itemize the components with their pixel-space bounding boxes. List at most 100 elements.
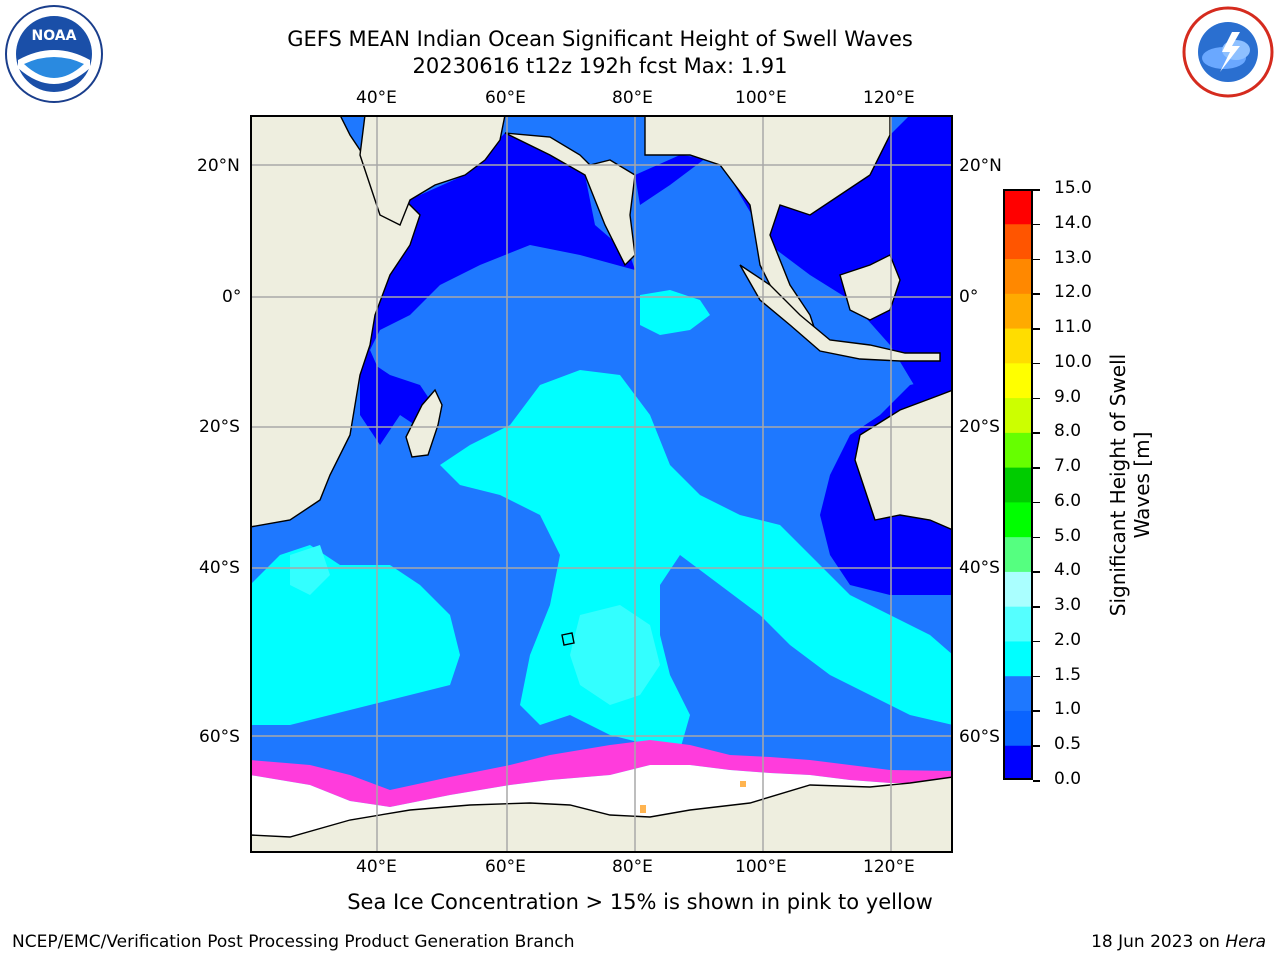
colorbar-tick-mark [1033, 640, 1040, 643]
swell-band-central [440, 370, 953, 750]
ice-speck [740, 781, 746, 787]
colorbar-tick-mark [1033, 780, 1040, 782]
sea-ice-note: Sea Ice Concentration > 15% is shown in … [347, 890, 933, 914]
colorbar-tick-label: 5.0 [1054, 525, 1082, 546]
lon-label-bottom-100E: 100°E [735, 857, 787, 877]
lon-label-top-80E: 80°E [612, 88, 653, 108]
colorbar-segment [1003, 606, 1033, 642]
footer-credit: NCEP/EMC/Verification Post Processing Pr… [12, 932, 575, 952]
colorbar-tick-mark [1033, 258, 1040, 261]
lon-label-bottom-80E: 80°E [612, 857, 653, 877]
lat-label-left-40S: 40°S [199, 558, 240, 578]
colorbar-segment [1003, 432, 1033, 468]
colorbar-segment [1003, 640, 1033, 677]
colorbar-tick-mark [1033, 467, 1040, 469]
colorbar-segment [1003, 571, 1033, 607]
lat-label-right-0: 0° [959, 287, 979, 307]
land-india [504, 132, 636, 267]
colorbar-tick-mark [1033, 675, 1040, 678]
lat-label-right-20N: 20°N [959, 156, 1002, 176]
lon-label-top-60E: 60°E [485, 88, 526, 108]
lat-label-right-20S: 20°S [959, 417, 1000, 437]
lat-label-left-20S: 20°S [199, 417, 240, 437]
colorbar-segment [1003, 258, 1033, 294]
footer-machine: Hera [1225, 932, 1266, 952]
lon-label-top-100E: 100°E [735, 88, 787, 108]
colorbar-tick-mark [1033, 606, 1040, 608]
colorbar-tick-label: 13.0 [1054, 247, 1092, 268]
colorbar-tick-mark [1033, 362, 1040, 365]
swell-peak-southwest [290, 545, 330, 595]
lon-label-top-40E: 40°E [356, 88, 397, 108]
colorbar-segment [1003, 293, 1033, 329]
lat-label-left-60S: 60°S [199, 727, 240, 747]
colorbar-tick-label: 7.0 [1054, 456, 1082, 477]
colorbar-tick-mark [1033, 397, 1040, 400]
footer-date-text: 18 Jun 2023 on [1091, 932, 1226, 952]
noaa-logo-text: NOAA [32, 28, 77, 44]
land-sumatra-java [739, 264, 941, 362]
colorbar-tick-mark [1033, 328, 1040, 330]
colorbar-tick-mark [1033, 536, 1040, 539]
swell-peak-south [570, 605, 660, 705]
colorbar-tick-label: 14.0 [1054, 212, 1092, 233]
lat-label-left-0: 0° [222, 287, 242, 307]
chart-title: GEFS MEAN Indian Ocean Significant Heigh… [287, 27, 913, 51]
lon-label-bottom-120E: 120°E [863, 857, 915, 877]
noaa-logo: NOAA [5, 5, 103, 103]
nws-logo [1182, 6, 1274, 98]
land-madagascar [405, 388, 443, 458]
colorbar-segment [1003, 328, 1033, 364]
colorbar-tick-label: 6.0 [1054, 490, 1082, 511]
land-southeast-asia [644, 115, 891, 347]
colorbar-tick-mark [1033, 293, 1040, 295]
lon-label-bottom-60E: 60°E [485, 857, 526, 877]
lat-label-left-20N: 20°N [197, 156, 240, 176]
land-borneo [839, 254, 901, 321]
lon-label-bottom-40E: 40°E [356, 857, 397, 877]
swell-height-map [250, 115, 953, 853]
colorbar-segment [1003, 189, 1033, 225]
footer-date: 18 Jun 2023 on Hera [1091, 932, 1266, 952]
land-kerguelen [561, 632, 575, 646]
colorbar-tick-mark [1033, 745, 1040, 747]
graticule [250, 115, 953, 853]
colorbar [1003, 189, 1033, 780]
low-swell-arabian-sea [360, 133, 635, 435]
colorbar-title: Significant Height of Swell Waves [m] [1106, 353, 1154, 617]
colorbar-tick-mark [1033, 189, 1040, 191]
land-arabia [359, 115, 506, 226]
colorbar-tick-label: 10.0 [1054, 351, 1092, 372]
colorbar-tick-label: 2.0 [1054, 629, 1082, 650]
land-australia [854, 389, 953, 531]
swell-band-arabian [640, 290, 710, 335]
colorbar-segment [1003, 536, 1033, 572]
colorbar-tick-label: 15.0 [1054, 178, 1092, 198]
land-antarctica [250, 776, 953, 853]
colorbar-tick-label: 1.5 [1054, 664, 1082, 685]
colorbar-tick-label: 4.0 [1054, 560, 1082, 581]
colorbar-tick-label: 3.0 [1054, 595, 1082, 616]
colorbar-segment [1003, 467, 1033, 503]
colorbar-tick-label: 11.0 [1054, 317, 1092, 338]
colorbar-tick-mark [1033, 223, 1040, 226]
colorbar-tick-label: 0.5 [1054, 734, 1082, 755]
sea-ice-edge [250, 740, 953, 807]
lat-label-right-60S: 60°S [959, 727, 1000, 747]
colorbar-segment [1003, 710, 1033, 746]
colorbar-tick-mark [1033, 710, 1040, 712]
colorbar-tick-label: 0.0 [1054, 769, 1082, 789]
colorbar-tick-mark [1033, 501, 1040, 504]
colorbar-segment [1003, 223, 1033, 260]
colorbar-segment [1003, 362, 1033, 399]
colorbar-segment [1003, 675, 1033, 711]
colorbar-segment [1003, 397, 1033, 433]
lat-label-right-40S: 40°S [959, 558, 1000, 578]
low-swell-bay-of-bengal [635, 115, 953, 415]
colorbar-segment [1003, 745, 1033, 780]
colorbar-tick-mark [1033, 571, 1040, 573]
colorbar-tick-label: 12.0 [1054, 282, 1092, 303]
colorbar-tick-label: 8.0 [1054, 421, 1082, 442]
colorbar-tick-label: 1.0 [1054, 699, 1082, 720]
colorbar-tick-label: 9.0 [1054, 386, 1082, 407]
